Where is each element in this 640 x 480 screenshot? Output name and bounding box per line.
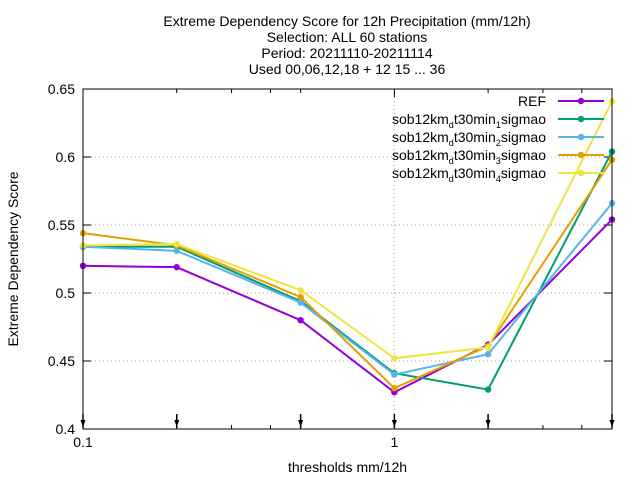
bottom-marker-head: [391, 420, 397, 427]
data-point-3: [391, 371, 398, 378]
legend-marker-3: [577, 133, 585, 141]
title-line: Selection: ALL 60 stations: [267, 29, 428, 45]
data-point-5: [173, 240, 180, 248]
series-line-2: [83, 151, 613, 391]
data-point-5: [297, 287, 304, 294]
plot-frame: [82, 88, 613, 430]
x-axis-label: thresholds mm/12h: [288, 459, 407, 475]
series-line-4: [82, 159, 613, 390]
data-point-2: [484, 386, 492, 393]
legend-label-2: sob12kmdt30min1sigmao: [392, 111, 546, 130]
series-line-5: [82, 100, 613, 360]
legend-marker-2: [577, 115, 585, 123]
title-line: Used 00,06,12,18 + 12 15 ... 36: [249, 61, 446, 77]
data-point-5: [484, 344, 492, 351]
data-point-3: [484, 351, 492, 358]
y-axis-label: Extreme Dependency Score: [5, 171, 21, 346]
y-tick-label: 0.6: [56, 149, 76, 165]
legend-label-4: sob12kmdt30min3sigmao: [392, 147, 546, 166]
y-tick-label: 0.45: [48, 353, 75, 369]
legend-label-5: sob12kmdt30min4sigmao: [392, 165, 546, 184]
bottom-markers: [80, 414, 615, 428]
legend-marker-1: [577, 97, 585, 105]
chart-title: Extreme Dependency Score for 12h Precipi…: [163, 13, 530, 77]
data-point-4: [391, 385, 398, 392]
data-point-1: [297, 317, 304, 324]
legend-label-3: sob12kmdt30min2sigmao: [392, 129, 546, 148]
series-line-3: [82, 202, 613, 376]
y-tick-label: 0.4: [56, 421, 76, 437]
legend-marker-5: [577, 169, 585, 177]
data-point-1: [173, 263, 180, 271]
bottom-marker-head: [174, 420, 180, 427]
title-line: Extreme Dependency Score for 12h Precipi…: [163, 13, 530, 29]
data-point-3: [297, 299, 304, 306]
legend: REF sob12kmdt30min1sigmaosob12kmdt30min2s…: [392, 93, 604, 184]
y-tick-label: 0.55: [48, 217, 75, 233]
legend-label-1: REF: [518, 93, 546, 109]
series-line-1: [82, 218, 613, 394]
legend-marker-4: [577, 151, 585, 159]
y-tick-label: 0.65: [48, 81, 75, 97]
data-point-5: [391, 355, 398, 362]
bottom-marker-head: [298, 420, 304, 427]
data-point-3: [173, 247, 180, 255]
bottom-marker-head: [485, 420, 491, 427]
y-tick-label: 0.5: [56, 285, 76, 301]
data-point-4: [297, 293, 304, 301]
series-lines: [79, 98, 616, 396]
x-tick-label: 1: [390, 434, 398, 450]
title-line: Period: 20211110-20211114: [261, 45, 432, 61]
x-tick-label: 0.1: [73, 434, 93, 450]
